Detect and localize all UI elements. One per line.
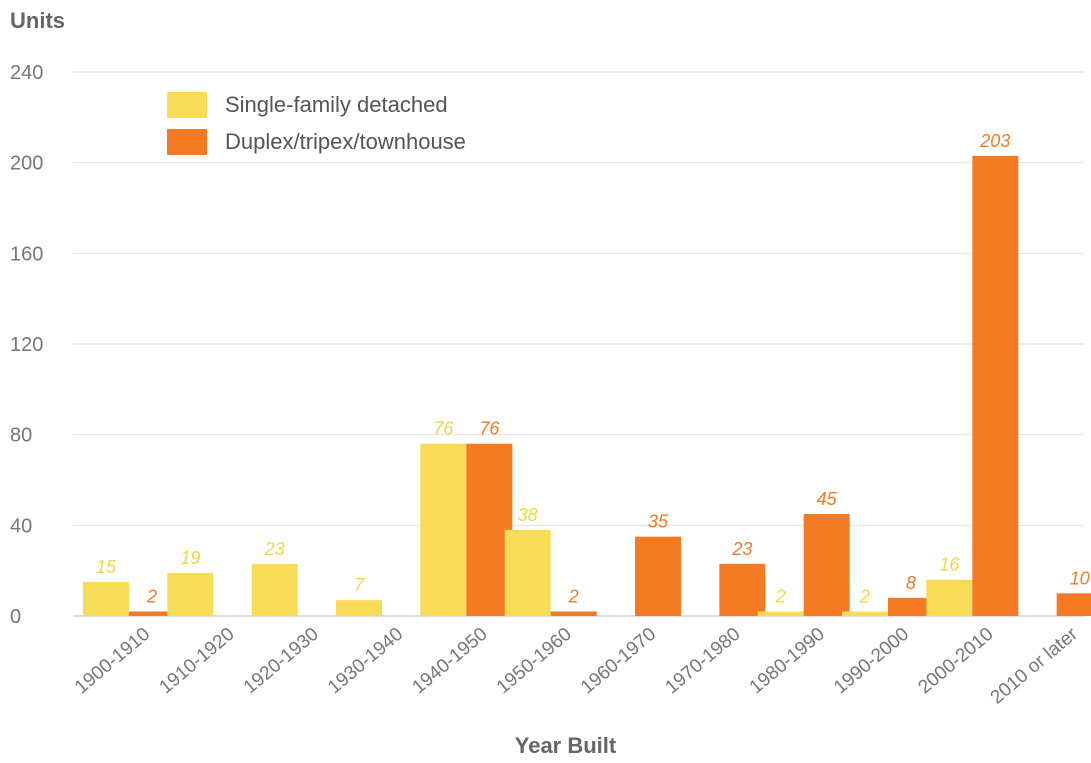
y-tick-label-0: 0 [10, 606, 21, 628]
x-axis-title: Year Built [514, 733, 617, 758]
y-tick-label-200: 200 [10, 153, 43, 175]
bar-1-10 [972, 155, 1019, 616]
data-label-1-0: 2 [146, 586, 157, 606]
legend-label-single-family: Single-family detached [225, 91, 448, 117]
x-tick-label-1: 1910-1920 [155, 624, 238, 699]
data-label-0-8: 2 [775, 586, 786, 606]
x-tick-label-2: 1920-1930 [240, 624, 323, 699]
data-label-1-10: 203 [979, 131, 1010, 151]
bar-0-3 [336, 600, 382, 616]
bar-1-5 [550, 611, 597, 616]
x-tick-label-10: 2000-2010 [914, 624, 997, 699]
x-tick-label-5: 1950-1960 [493, 624, 576, 699]
bar-0-9 [842, 611, 888, 616]
data-label-1-11: 10 [1070, 568, 1090, 588]
bar-0-2 [251, 563, 298, 616]
legend-item-duplex: Duplex/tripex/townhouse [167, 123, 466, 160]
data-label-0-2: 23 [264, 539, 285, 559]
y-tick-label-160: 160 [10, 243, 43, 265]
x-tick-label-4: 1940-1950 [408, 624, 491, 699]
data-label-0-1: 19 [180, 548, 200, 568]
data-label-1-9: 8 [906, 573, 916, 593]
data-label-1-6: 35 [648, 512, 669, 532]
data-label-1-8: 45 [817, 489, 838, 509]
bar-0-0 [83, 582, 129, 616]
bar-0-1 [167, 572, 214, 616]
bar-0-8 [757, 611, 804, 616]
data-label-0-5: 38 [518, 505, 538, 525]
data-label-1-7: 23 [731, 539, 752, 559]
x-tick-label-6: 1960-1970 [577, 624, 660, 699]
x-tick-label-3: 1930-1940 [324, 624, 407, 699]
legend-item-single-family: Single-family detached [167, 86, 466, 123]
bar-1-0 [129, 611, 175, 616]
bar-0-4 [420, 443, 467, 616]
y-tick-label-240: 240 [10, 62, 43, 84]
legend-swatch-single-family [167, 91, 207, 118]
y-axis-title: Units [10, 8, 65, 33]
data-label-1-4: 76 [479, 419, 500, 439]
bar-0-10 [926, 579, 973, 616]
data-label-0-4: 76 [433, 419, 454, 439]
x-tick-label-9: 1990-2000 [830, 624, 913, 699]
data-label-1-5: 2 [568, 586, 579, 606]
bar-1-6 [635, 536, 681, 616]
bar-1-7 [719, 563, 766, 616]
data-label-0-10: 16 [939, 555, 960, 575]
y-tick-label-80: 80 [10, 425, 32, 447]
x-tick-label-8: 1980-1990 [746, 624, 829, 699]
x-tick-label-11: 2010 or later [987, 623, 1083, 708]
bar-1-8 [803, 514, 850, 616]
legend-swatch-duplex [167, 128, 207, 155]
bar-0-5 [504, 529, 551, 616]
bar-1-11 [1056, 593, 1091, 616]
data-label-0-9: 2 [859, 586, 870, 606]
data-label-0-3: 7 [354, 575, 365, 595]
y-tick-label-40: 40 [10, 515, 32, 537]
x-tick-label-0: 1900-1910 [71, 624, 154, 699]
data-label-0-0: 15 [96, 557, 117, 577]
y-tick-label-120: 120 [10, 334, 43, 356]
bar-1-9 [888, 597, 934, 616]
legend: Single-family detached Duplex/tripex/tow… [167, 86, 466, 160]
x-tick-label-7: 1970-1980 [661, 624, 744, 699]
legend-label-duplex: Duplex/tripex/townhouse [225, 128, 466, 154]
